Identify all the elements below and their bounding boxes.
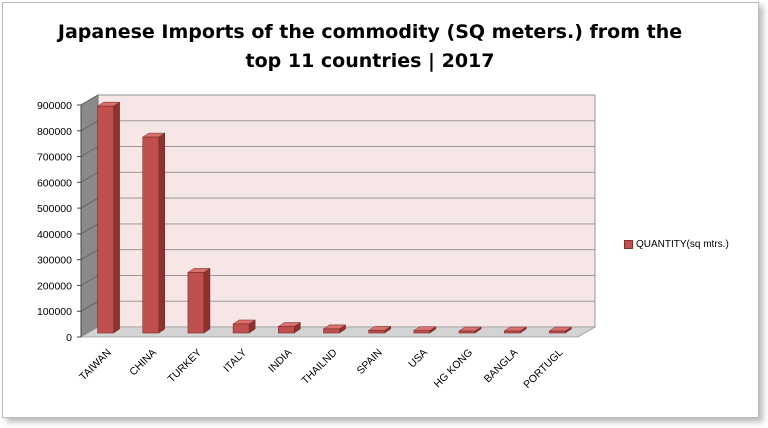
bar <box>323 328 340 334</box>
bar <box>549 330 566 334</box>
y-tick-label: 900000 <box>37 100 72 112</box>
legend-swatch <box>624 240 633 249</box>
chart-title-line-1: Japanese Imports of the commodity (SQ me… <box>57 21 683 43</box>
x-tick-label: TAIWAN <box>77 347 114 384</box>
x-tick-label: INDIA <box>266 347 294 375</box>
gridline-side <box>80 146 99 157</box>
y-tick-label: 600000 <box>37 177 72 189</box>
legend-label: QUANTITY(sq mtrs.) <box>636 239 729 250</box>
y-tick-label: 200000 <box>37 280 72 292</box>
y-tick-label: 400000 <box>37 229 72 241</box>
bar <box>503 330 521 334</box>
bar <box>142 136 160 334</box>
bar <box>458 330 476 334</box>
y-tick-label: 500000 <box>37 203 72 215</box>
gridline-side <box>80 197 99 209</box>
x-tick-label: TURKEY <box>165 347 204 386</box>
y-tick-label: 700000 <box>37 152 72 164</box>
gridline-side <box>80 171 99 183</box>
gridline-side <box>80 275 99 286</box>
plot-side-wall <box>80 94 99 338</box>
bar-side <box>113 101 120 334</box>
bar-side <box>158 132 166 334</box>
gridline-side <box>80 249 99 261</box>
y-tick-label: 300000 <box>37 255 72 267</box>
y-tick-label: 100000 <box>37 306 72 318</box>
bar <box>413 330 431 334</box>
x-tick-label: BANGLA <box>482 347 521 386</box>
x-tick-label: THAILND <box>299 346 340 387</box>
gridline-side <box>80 223 99 235</box>
x-tick-label: HG KONG <box>432 347 476 391</box>
bar <box>278 326 295 334</box>
bar <box>232 323 250 334</box>
gridline-side <box>80 300 99 312</box>
bar <box>97 105 114 334</box>
bar <box>187 272 205 334</box>
y-tick-label: 800000 <box>37 126 72 138</box>
x-tick-label: CHINA <box>127 347 159 379</box>
gridline-side <box>80 120 99 132</box>
legend: QUANTITY(sq mtrs.) <box>624 239 729 250</box>
x-tick-label: PORTUGL <box>521 347 565 391</box>
x-tick-label: ITALY <box>221 347 249 375</box>
chart-title: Japanese Imports of the commodity (SQ me… <box>40 18 700 76</box>
plot-back-wall <box>97 94 596 328</box>
gridline-side <box>80 94 99 106</box>
y-tick-label: 0 <box>66 332 72 344</box>
bar <box>368 330 385 334</box>
bar-side <box>203 267 211 334</box>
x-tick-label: USA <box>406 347 430 371</box>
x-tick-label: SPAIN <box>355 347 385 377</box>
chart-title-line-2: top 11 countries | 2017 <box>245 50 495 72</box>
